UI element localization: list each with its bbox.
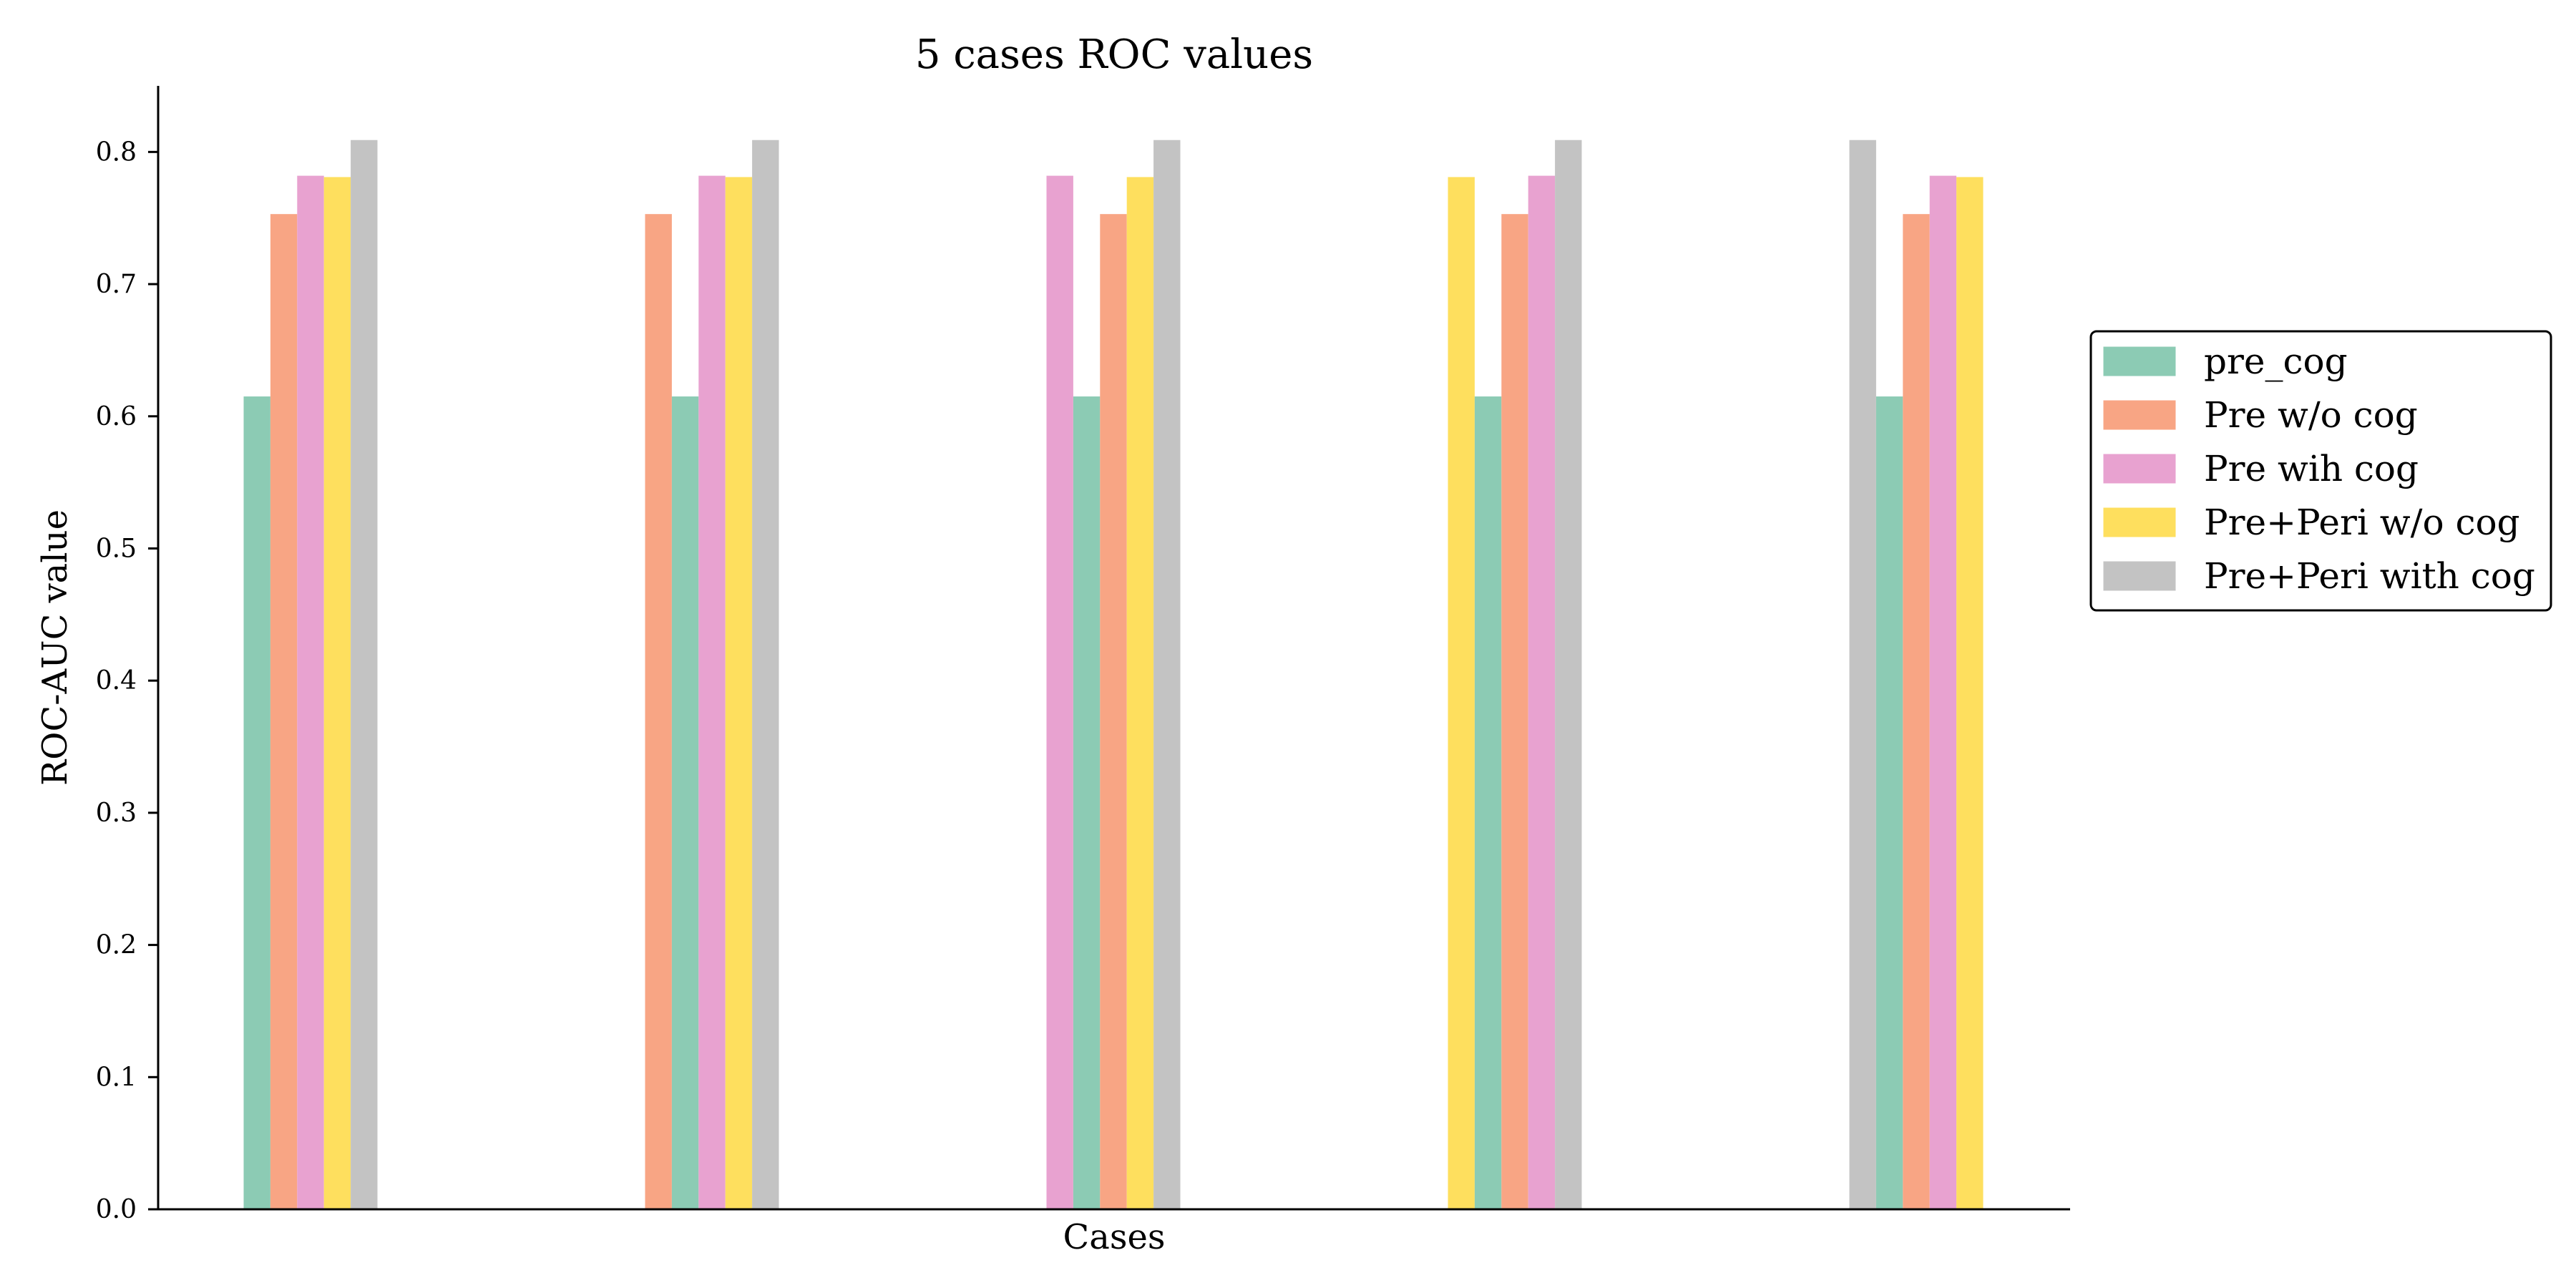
y-tick-label: 0.2 [96, 931, 137, 960]
legend-swatch [2103, 454, 2176, 484]
bar-case-2-pre-peri-w-o-cog [725, 177, 753, 1210]
bar-case-4-pre-peri-with-cog [1555, 140, 1582, 1210]
legend-frame [2089, 330, 2552, 612]
bar-case-4-pre-w-o-cog [1501, 214, 1528, 1210]
legend-items: pre_cog Pre w/o cog Pre wih cog Pre+Peri w/… [2103, 341, 2535, 597]
y-tick-label: 0.7 [96, 270, 137, 299]
bar-case-5-pre-cog [1875, 396, 1903, 1209]
bars-layer [243, 140, 1984, 1210]
bar-case-5-pre-peri-w-o-cog [1956, 177, 1984, 1210]
legend-label: Pre wih cog [2204, 448, 2419, 489]
legend-swatch [2103, 400, 2176, 430]
bar-case-5-pre-peri-with-cog [1849, 140, 1876, 1210]
y-axis-title: ROC-AUC value [35, 509, 75, 786]
y-tick-label: 0.0 [96, 1195, 137, 1224]
bar-case-1-pre-cog [243, 396, 270, 1209]
bar-case-3-pre-cog [1073, 396, 1101, 1209]
y-tick-label: 0.5 [96, 534, 137, 563]
bar-case-4-pre-peri-w-o-cog [1448, 177, 1475, 1210]
legend-label: Pre w/o cog [2204, 394, 2418, 436]
bar-case-4-pre-wih-cog [1528, 175, 1556, 1210]
y-tick-label: 0.1 [96, 1063, 137, 1092]
bar-case-1-pre-peri-w-o-cog [323, 177, 351, 1210]
bar-case-2-pre-wih-cog [698, 175, 726, 1210]
bar-case-2-pre-w-o-cog [645, 214, 672, 1210]
bar-case-1-pre-wih-cog [297, 175, 324, 1210]
bar-case-3-pre-w-o-cog [1100, 214, 1127, 1210]
bar-case-3-pre-peri-with-cog [1153, 140, 1181, 1210]
bar-case-1-pre-peri-with-cog [351, 140, 378, 1210]
y-tick-label: 0.6 [96, 402, 137, 431]
bar-case-3-pre-wih-cog [1046, 175, 1073, 1210]
bar-case-1-pre-w-o-cog [270, 214, 298, 1210]
legend: pre_cog Pre w/o cog Pre wih cog Pre+Peri w/… [2089, 330, 2552, 612]
bar-case-5-pre-w-o-cog [1903, 214, 1930, 1210]
bar-case-5-pre-wih-cog [1929, 175, 1957, 1210]
legend-swatch [2103, 507, 2176, 537]
legend-label: Pre+Peri with cog [2204, 555, 2535, 597]
legend-label: pre_cog [2204, 341, 2348, 382]
x-axis-title: Cases [1063, 1217, 1165, 1257]
y-tick-label: 0.3 [96, 799, 137, 828]
bar-case-2-pre-cog [671, 396, 699, 1209]
bar-case-3-pre-peri-w-o-cog [1126, 177, 1154, 1210]
bar-case-2-pre-peri-with-cog [752, 140, 779, 1210]
bar-case-4-pre-cog [1474, 396, 1502, 1209]
y-tick-label: 0.8 [96, 137, 137, 167]
legend-swatch [2103, 561, 2176, 591]
chart-title: 5 cases ROC values [915, 31, 1313, 78]
legend-swatch [2103, 346, 2176, 376]
y-tick-label: 0.4 [96, 666, 137, 696]
y-ticks: 0.0 0.1 0.2 0.3 0.4 0.5 0.6 0.7 0.8 [96, 137, 158, 1224]
legend-label: Pre+Peri w/o cog [2204, 502, 2520, 543]
